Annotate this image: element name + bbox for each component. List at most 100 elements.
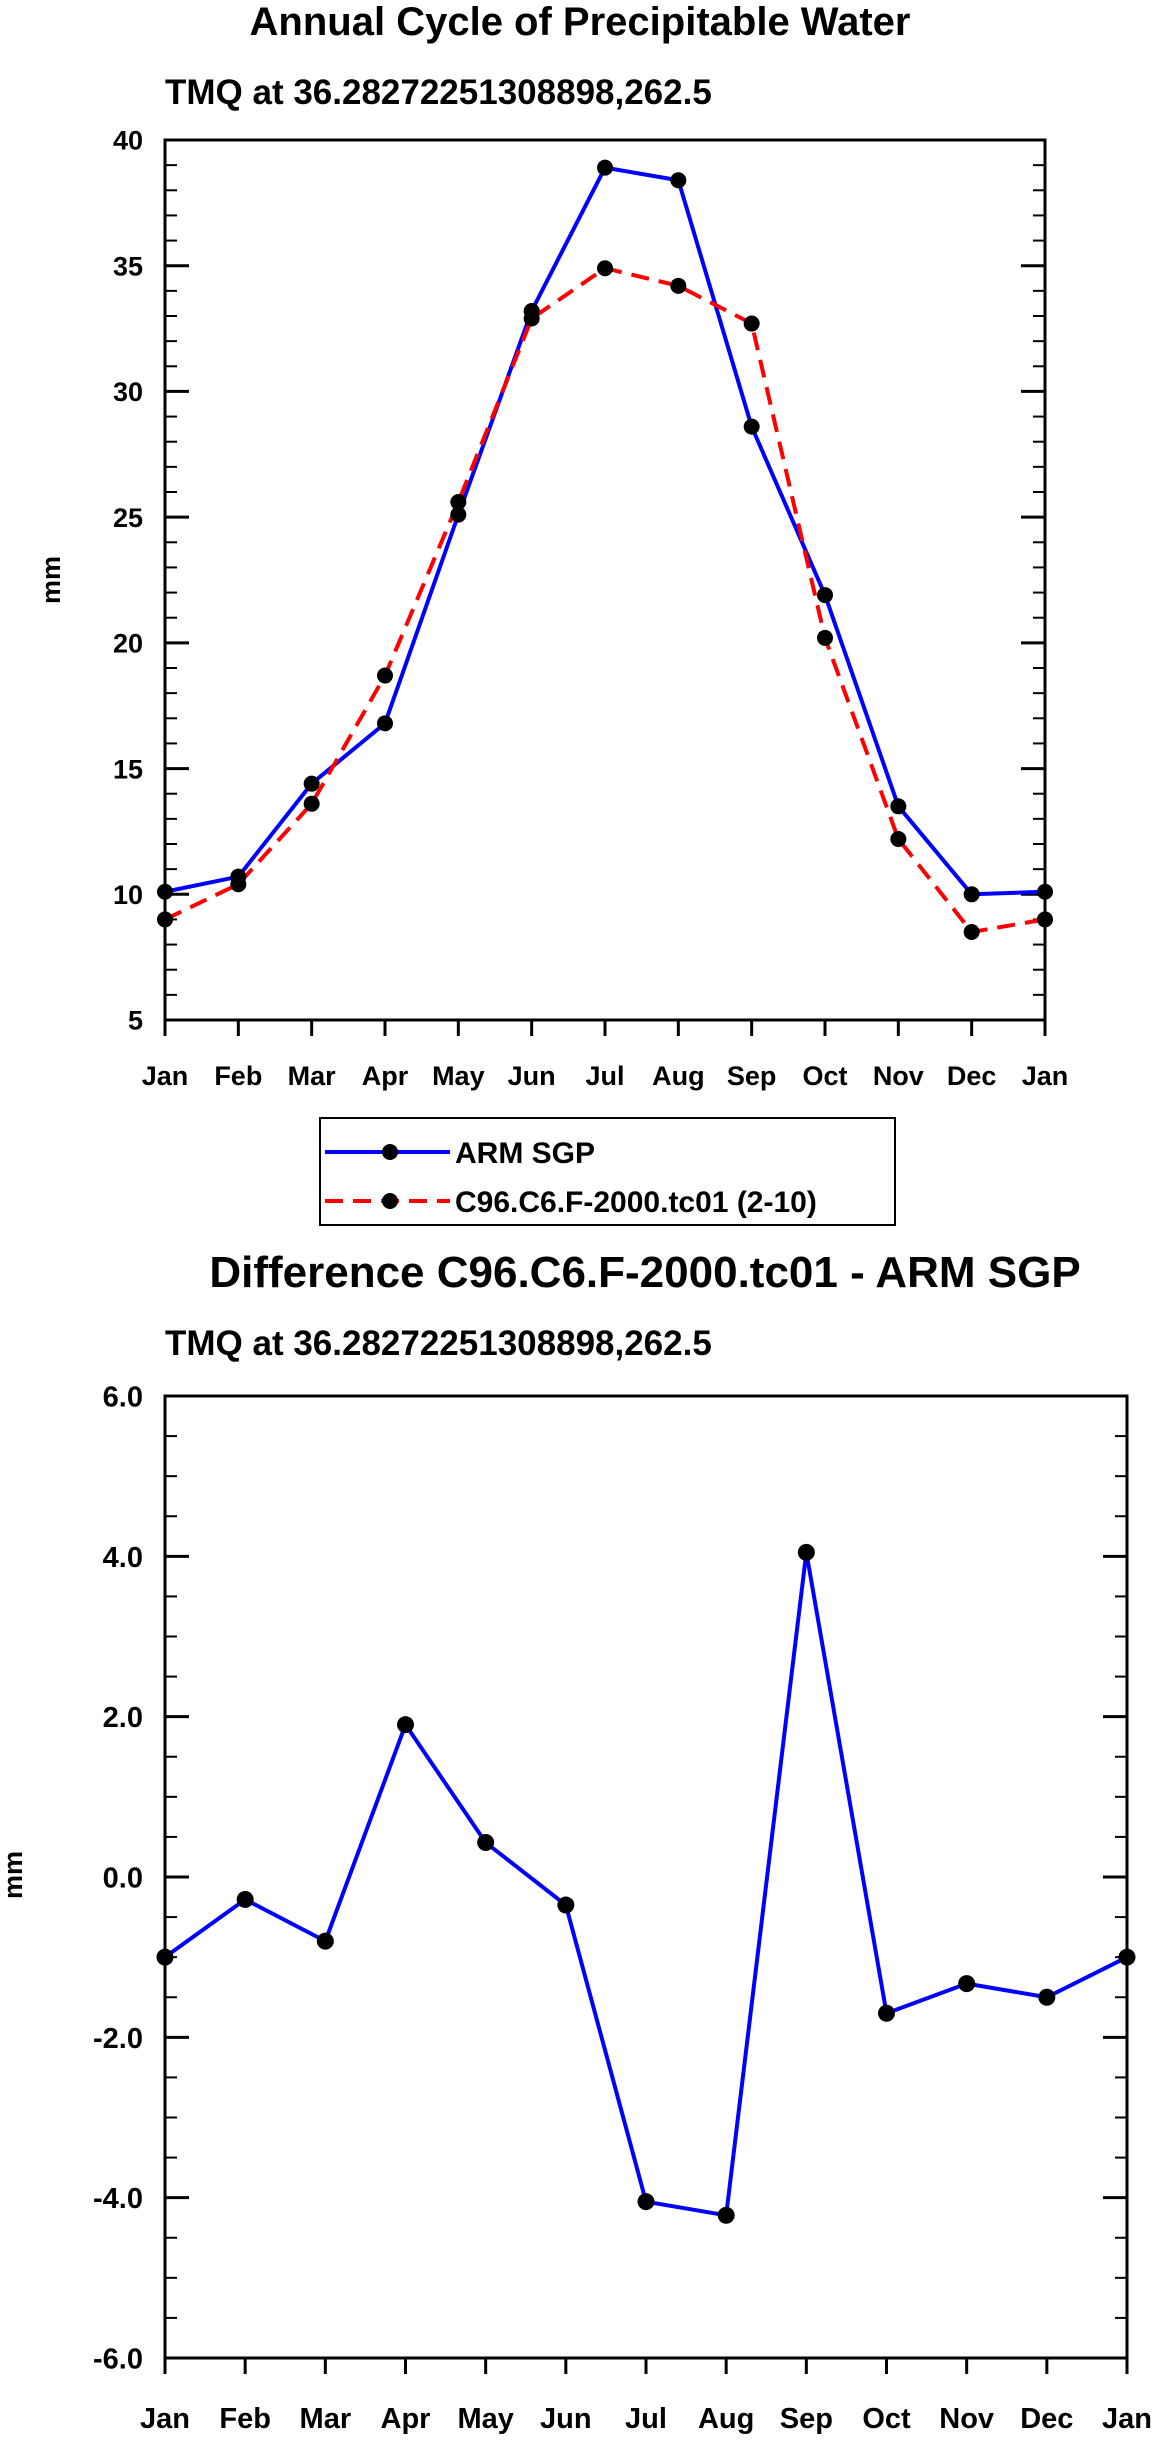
chart2-x-tick-labels: Jan Feb Mar Apr May Jun Jul Aug Sep Oct Nov Dec Jan xyxy=(140,2403,1152,2435)
chart1-y-tick-label: 10 xyxy=(113,880,143,910)
chart2-point-difference xyxy=(316,1932,334,1950)
chart2-point-difference xyxy=(958,1975,976,1993)
chart1-y-tick-label: 15 xyxy=(113,754,143,784)
chart2-x-ticks xyxy=(163,2358,1129,2374)
chart1-point-arm-sgp xyxy=(303,775,320,792)
chart2-minor-ticks xyxy=(165,1435,1127,2319)
chart1-x-tick-label: Oct xyxy=(802,1061,847,1091)
chart2-y-tick-label: -2.0 xyxy=(93,2023,143,2055)
chart1-point-c96-c6-f-2000-tc01-2-10 xyxy=(523,310,540,327)
legend-model-marker xyxy=(382,1193,398,1209)
chart1-series-line-c96-c6-f-2000-tc01-2-10 xyxy=(164,266,1046,934)
chart2-point-difference xyxy=(797,1543,815,1561)
legend-model-label: C96.C6.F-2000.tc01 (2-10) xyxy=(455,1186,817,1219)
chart1-y-tick-label: 20 xyxy=(113,629,143,659)
chart1-subtitle: TMQ at 36.28272251308898,262.5 xyxy=(165,73,712,112)
chart1-x-tick-label: Apr xyxy=(362,1061,409,1091)
chart2-y-tick-label: -4.0 xyxy=(93,2183,143,2215)
chart1-point-arm-sgp xyxy=(817,587,833,604)
chart2-point-difference xyxy=(477,1834,495,1852)
chart1-y-tick-label: 40 xyxy=(113,126,143,156)
chart1-point-c96-c6-f-2000-tc01-2-10 xyxy=(377,667,393,684)
chart2-x-tick-label: Sep xyxy=(780,2403,833,2435)
chart1-x-tick-label: Aug xyxy=(652,1061,704,1091)
chart1-point-arm-sgp xyxy=(377,715,393,732)
chart2-x-tick-label: Nov xyxy=(939,2403,994,2435)
chart2-point-difference xyxy=(557,1896,575,1914)
chart2-y-tick-label: 4.0 xyxy=(103,1542,143,1574)
chart1-point-arm-sgp xyxy=(670,172,687,189)
chart1-point-c96-c6-f-2000-tc01-2-10 xyxy=(743,315,760,332)
chart1-series xyxy=(157,159,1053,940)
chart1-x-tick-label: Jan xyxy=(142,1061,189,1091)
chart1-x-tick-label: Nov xyxy=(873,1061,924,1091)
chart1-x-tick-label: Jul xyxy=(585,1061,624,1091)
chart1-x-tick-label: Jun xyxy=(508,1061,556,1091)
chart1-point-c96-c6-f-2000-tc01-2-10 xyxy=(597,260,613,277)
chart1-title: Annual Cycle of Precipitable Water xyxy=(250,0,911,44)
chart1-point-c96-c6-f-2000-tc01-2-10 xyxy=(963,924,980,940)
chart2-x-tick-label: Jan xyxy=(140,2403,190,2435)
chart1-plot-frame xyxy=(163,138,1047,1022)
chart1-point-arm-sgp xyxy=(450,506,467,523)
chart1-y-tick-label: 25 xyxy=(113,503,143,533)
chart2-y-ticks xyxy=(165,1394,1127,2360)
chart2-plot-frame xyxy=(163,1394,1129,2360)
chart2-point-difference xyxy=(717,2206,735,2224)
chart1-y-tick-label: 30 xyxy=(113,377,143,407)
chart2-x-tick-label: May xyxy=(457,2403,513,2435)
chart2-point-difference xyxy=(236,1890,254,1908)
chart2-point-difference xyxy=(637,2193,655,2211)
chart2-subtitle: TMQ at 36.28272251308898,262.5 xyxy=(165,1324,712,1363)
chart2-x-tick-label: Oct xyxy=(862,2403,911,2435)
chart1-point-arm-sgp xyxy=(597,159,613,176)
chart2-title: Difference C96.C6.F-2000.tc01 - ARM SGP xyxy=(209,1248,1080,1297)
chart2-x-tick-label: Dec xyxy=(1020,2403,1073,2435)
chart2-y-tick-labels: -6.0 -4.0 -2.0 0.0 2.0 4.0 6.0 xyxy=(93,1381,143,2375)
chart2-series-line-difference xyxy=(163,1550,1128,2218)
chart1-y-tick-label: 5 xyxy=(128,1006,143,1036)
chart2-point-difference xyxy=(397,1716,414,1734)
chart1-point-c96-c6-f-2000-tc01-2-10 xyxy=(817,629,833,646)
chart2-y-tick-label: 2.0 xyxy=(103,1702,143,1734)
chart1-point-arm-sgp xyxy=(963,886,980,903)
chart1-legend: ARM SGP C96.C6.F-2000.tc01 (2-10) xyxy=(319,1117,896,1226)
chart2-y-tick-label: 6.0 xyxy=(103,1381,143,1413)
chart2-y-tick-label: -6.0 xyxy=(93,2343,143,2375)
difference-chart: Difference C96.C6.F-2000.tc01 - ARM SGP … xyxy=(0,1248,1152,2435)
annual-cycle-chart: Annual Cycle of Precipitable Water TMQ a… xyxy=(36,0,1068,1091)
chart2-y-axis-label: mm xyxy=(0,1851,28,1899)
chart1-point-arm-sgp xyxy=(743,418,760,435)
chart1-series-line-arm-sgp xyxy=(164,165,1046,897)
chart2-x-tick-label: Mar xyxy=(300,2403,352,2435)
chart1-x-tick-labels: Jan Feb Mar Apr May Jun Jul Aug Sep Oct Nov Dec Jan xyxy=(142,1061,1069,1091)
chart2-x-tick-label: Apr xyxy=(381,2403,431,2435)
chart1-x-tick-label: Feb xyxy=(214,1061,262,1091)
chart2-x-tick-label: Aug xyxy=(698,2403,754,2435)
chart2-x-tick-label: Jul xyxy=(625,2403,667,2435)
chart1-x-tick-label: Dec xyxy=(947,1061,997,1091)
chart1-y-tick-labels: 5 10 15 20 25 30 35 40 xyxy=(113,126,143,1036)
legend-box xyxy=(319,1117,896,1226)
chart1-x-ticks xyxy=(163,1020,1047,1036)
chart1-x-tick-label: May xyxy=(432,1061,485,1091)
chart1-x-tick-label: Sep xyxy=(727,1061,777,1091)
chart1-x-tick-label: Mar xyxy=(288,1061,337,1091)
chart2-y-tick-label: 0.0 xyxy=(103,1862,143,1894)
legend-arm-sgp-marker xyxy=(382,1144,398,1160)
chart1-y-tick-label: 35 xyxy=(113,251,143,281)
chart2-series xyxy=(156,1543,1136,2224)
chart2-x-tick-label: Feb xyxy=(219,2403,271,2435)
chart2-x-tick-label: Jun xyxy=(540,2403,592,2435)
chart1-minor-ticks xyxy=(165,164,1045,996)
chart2-point-difference xyxy=(1038,1988,1056,2006)
chart1-y-axis-label: mm xyxy=(36,556,66,604)
chart1-point-arm-sgp xyxy=(890,798,907,815)
chart1-point-c96-c6-f-2000-tc01-2-10 xyxy=(670,277,687,294)
chart2-x-tick-label: Jan xyxy=(1102,2403,1152,2435)
chart1-point-c96-c6-f-2000-tc01-2-10 xyxy=(450,494,467,511)
chart1-point-c96-c6-f-2000-tc01-2-10 xyxy=(890,830,907,847)
chart1-x-tick-label: Jan xyxy=(1022,1061,1069,1091)
chart2-point-difference xyxy=(878,2004,895,2022)
chart1-point-c96-c6-f-2000-tc01-2-10 xyxy=(303,795,320,812)
